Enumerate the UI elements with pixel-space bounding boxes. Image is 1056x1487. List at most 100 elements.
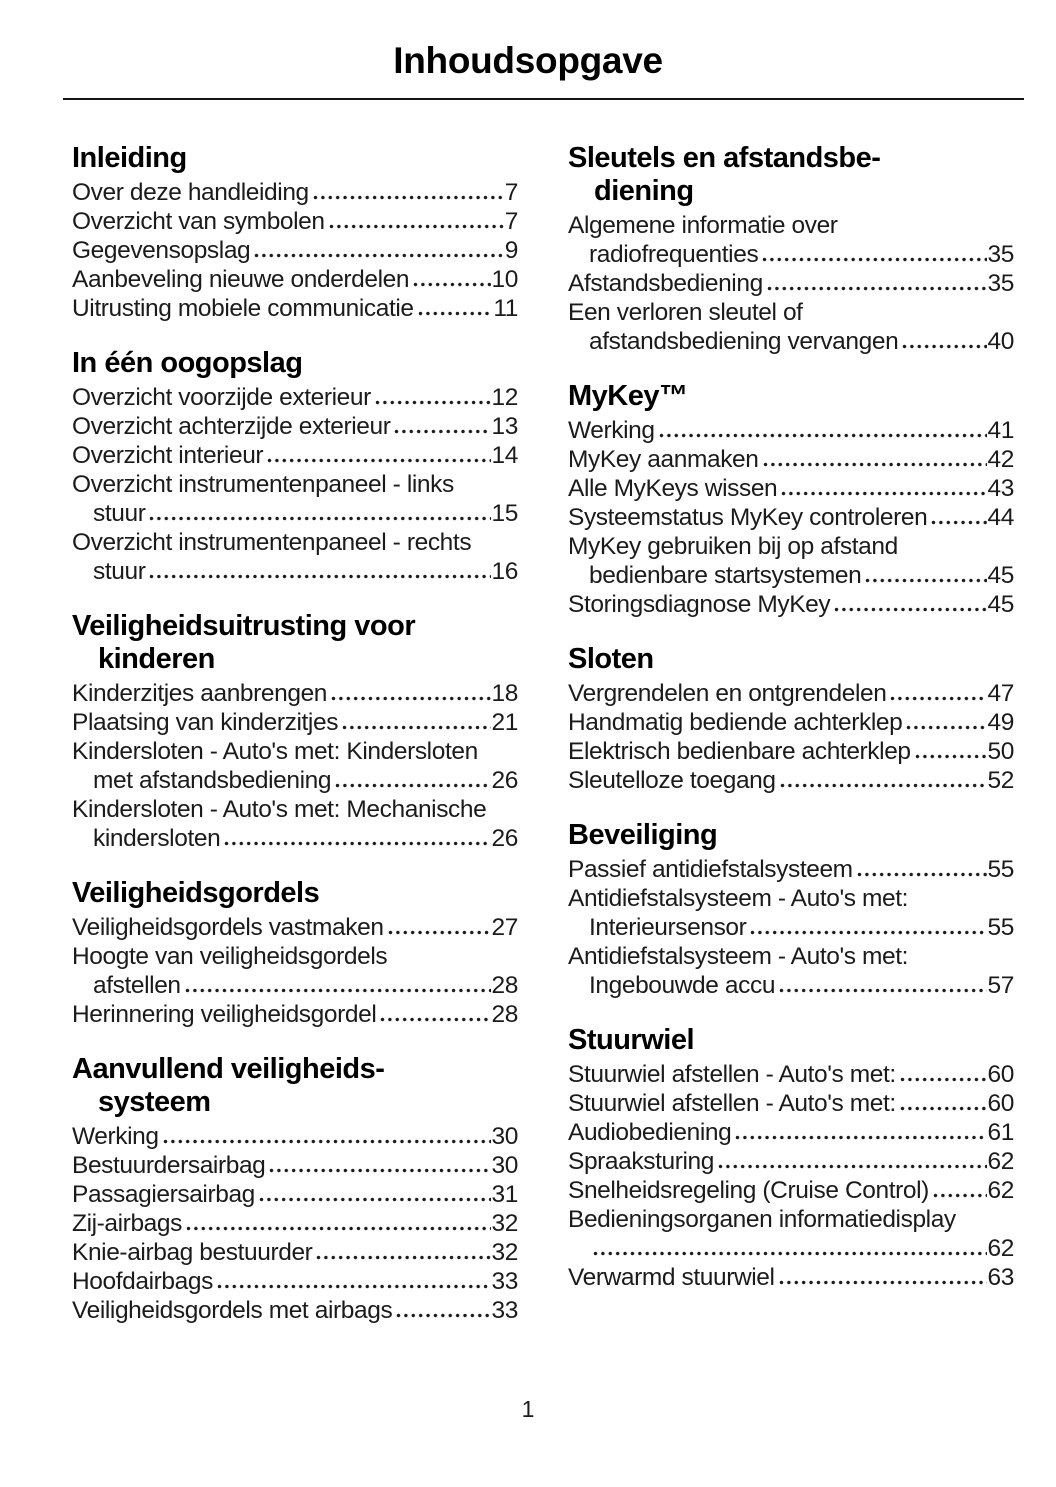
section-heading-aanvullend-veiligheidssysteem: Aanvullend veiligheids-systeem: [72, 1053, 518, 1119]
page-number: 1: [521, 1396, 535, 1422]
entry-page-number: 52: [987, 767, 1015, 794]
toc-entry: Werking 30: [72, 1122, 518, 1151]
entry-text: Hoofdairbags: [72, 1268, 213, 1295]
toc-entry: Spraaksturing 62: [568, 1147, 1014, 1176]
toc-entry: Storingsdiagnose MyKey 45: [568, 590, 1014, 619]
dot-leader: [395, 1312, 491, 1318]
entry-page-number: 16: [491, 558, 519, 585]
dot-leader: [311, 194, 504, 200]
dot-leader: [898, 1105, 987, 1111]
title-divider: [63, 98, 1024, 100]
entry-last-line: stuur 15: [72, 499, 518, 528]
toc-entry: Stuurwiel afstellen - Auto's met: 60: [568, 1060, 1014, 1089]
section-heading-line: MyKey™: [568, 380, 688, 412]
entry-page-number: 55: [987, 914, 1015, 941]
toc-entry: Alle MyKeys wissen 43: [568, 474, 1014, 503]
dot-leader: [864, 577, 987, 583]
dot-leader: [386, 929, 491, 935]
entry-text: Werking: [72, 1123, 159, 1150]
entry-text: Snelheidsregeling (Cruise Control): [568, 1177, 929, 1204]
toc-entry: Passief antidiefstalsysteem 55: [568, 855, 1014, 884]
entry-last-line: Herinnering veiligheidsgordel 28: [72, 1000, 518, 1029]
dot-leader: [268, 1167, 491, 1173]
entry-last-line: MyKey aanmaken 42: [568, 445, 1014, 474]
section-aanvullend-veiligheidssysteem: Aanvullend veiligheids-systeem Werking 30 B…: [72, 1053, 518, 1325]
toc-entry: MyKey gebruiken bij op afstand bedienbare…: [568, 532, 1014, 590]
entry-page-number: 33: [491, 1297, 519, 1324]
toc-entry: Overzicht achterzijde exterieur 13: [72, 412, 518, 441]
entry-page-number: 61: [987, 1119, 1015, 1146]
section-heading-stuurwiel: Stuurwiel: [568, 1024, 1014, 1057]
entry-last-line: Audiobediening 61: [568, 1118, 1014, 1147]
entry-last-line: Veiligheidsgordels met airbags 33: [72, 1296, 518, 1325]
toc-entry: Systeemstatus MyKey controleren 44: [568, 503, 1014, 532]
entry-last-line: radiofrequenties 35: [568, 240, 1014, 269]
dot-leader: [931, 1192, 987, 1198]
section-heading-line: In één oogopslag: [72, 347, 303, 379]
entry-page-number: 14: [491, 442, 519, 469]
document-page: Inhoudsopgave Inleiding Over deze handlei…: [0, 38, 1056, 1487]
dot-leader: [253, 252, 504, 258]
entry-page-number: 45: [987, 562, 1015, 589]
section-mykey: MyKey™ Werking 41 MyKey aanmaken 42 Alle MyKe…: [568, 380, 1014, 619]
entry-text: bedienbare startsystemen: [589, 562, 862, 589]
entry-page-number: 11: [493, 295, 518, 322]
dot-leader: [257, 1196, 491, 1202]
toc-entry: Kindersloten - Auto's met: Mechanische ki…: [72, 795, 518, 853]
section-sleutels-en-afstandsbediening: Sleutels en afstandsbe-diening Algemene i…: [568, 142, 1014, 356]
entry-page-number: 30: [491, 1152, 519, 1179]
entry-text-line: Antidiefstalsysteem - Auto's met:: [568, 885, 909, 912]
dot-leader: [223, 840, 491, 846]
entry-text: Stuurwiel afstellen - Auto's met:: [568, 1061, 896, 1088]
dot-leader: [913, 753, 987, 759]
toc-entry: Plaatsing van kinderzitjes 21: [72, 708, 518, 737]
entry-text: Knie-airbag bestuurder: [72, 1239, 313, 1266]
dot-leader: [184, 1225, 491, 1231]
entry-page-number: 63: [987, 1264, 1015, 1291]
toc-entry: Vergrendelen en ontgrendelen 47: [568, 679, 1014, 708]
entry-page-number: 35: [987, 241, 1015, 268]
toc-entry: Sleutelloze toegang 52: [568, 766, 1014, 795]
toc-entry: Aanbeveling nieuwe onderdelen 10: [72, 265, 518, 294]
entry-text: Ingebouwde accu: [589, 972, 776, 999]
entry-text: met afstandsbediening: [93, 767, 332, 794]
toc-entry: Werking 41: [568, 416, 1014, 445]
entry-text-line: Kindersloten - Auto's met: Mechanische: [72, 796, 487, 823]
toc-entry: Overzicht instrumentenpaneel - rechts stu…: [72, 528, 518, 586]
entry-text: Passagiersairbag: [72, 1181, 255, 1208]
entry-text: Afstandsbediening: [568, 270, 763, 297]
entry-text: afstellen: [93, 972, 181, 999]
entry-text-line: Overzicht instrumentenpaneel - links: [72, 471, 454, 498]
entry-text: MyKey aanmaken: [568, 446, 759, 473]
entry-last-line: Aanbeveling nieuwe onderdelen 10: [72, 265, 518, 294]
entry-text: Veiligheidsgordels met airbags: [72, 1297, 393, 1324]
entry-text: Handmatig bediende achterklep: [568, 709, 903, 736]
dot-leader: [373, 399, 491, 405]
entry-text: Systeemstatus MyKey controleren: [568, 504, 928, 531]
dot-leader: [334, 782, 491, 788]
entry-page-number: 42: [987, 446, 1015, 473]
entry-page-number: 55: [987, 856, 1015, 883]
entry-last-line: Stuurwiel afstellen - Auto's met: 60: [568, 1089, 1014, 1118]
entry-text: Sleutelloze toegang: [568, 767, 776, 794]
dot-leader: [416, 310, 493, 316]
toc-entry: Veiligheidsgordels vastmaken 27: [72, 913, 518, 942]
dot-leader: [330, 695, 491, 701]
entry-text: Plaatsing van kinderzitjes: [72, 709, 339, 736]
entry-page-number: 44: [987, 504, 1015, 531]
entry-text: Gegevensopslag: [72, 237, 251, 264]
entry-page-number: 32: [491, 1239, 519, 1266]
entry-last-line: Verwarmd stuurwiel 63: [568, 1263, 1014, 1292]
dot-leader: [266, 457, 491, 463]
section-heading-line: Beveiliging: [568, 819, 718, 851]
toc-entry: Een verloren sleutel of afstandsbediening…: [568, 298, 1014, 356]
toc-column-left: Inleiding Over deze handleiding 7 Overzicht…: [72, 142, 518, 1325]
dot-leader: [657, 432, 987, 438]
section-heading-line: Aanvullend veiligheids-: [72, 1053, 385, 1085]
section-heading-veiligheidsgordels: Veiligheidsgordels: [72, 877, 518, 910]
dot-leader: [148, 515, 491, 521]
section-heading-beveiliging: Beveiliging: [568, 819, 1014, 852]
dot-leader: [716, 1163, 987, 1169]
entry-last-line: Stuurwiel afstellen - Auto's met: 60: [568, 1060, 1014, 1089]
toc-entry: Over deze handleiding 7: [72, 178, 518, 207]
